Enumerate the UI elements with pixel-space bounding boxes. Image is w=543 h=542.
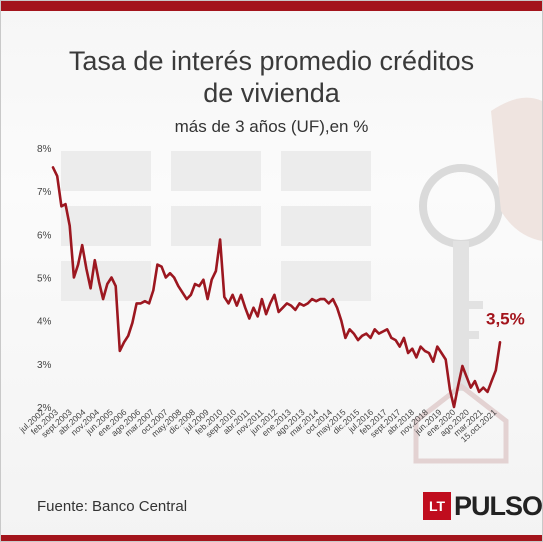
chart-subtitle: más de 3 años (UF),en % [174, 117, 369, 136]
pulso-logo: LT PULSO [423, 491, 542, 521]
chart-title-line-2: de vivienda [203, 78, 340, 108]
bottom-accent-bar [1, 535, 542, 541]
logo-wordmark: PULSO [454, 490, 543, 521]
y-tick-label: 2% [37, 403, 52, 414]
y-tick-label: 8% [37, 144, 52, 155]
source-note: Fuente: Banco Central [37, 498, 188, 515]
end-value-annotation: 3,5% [486, 309, 525, 328]
y-tick-label: 6% [37, 230, 52, 241]
y-tick-label: 3% [37, 360, 52, 371]
y-tick-label: 5% [37, 274, 52, 285]
lt-logo-mark: LT [423, 492, 451, 520]
y-tick-label: 7% [37, 187, 52, 198]
top-accent-bar [1, 1, 542, 11]
y-tick-label: 4% [37, 317, 52, 328]
chart-title-line-1: Tasa de interés promedio créditos [68, 46, 475, 76]
rate-series-line [51, 166, 502, 409]
